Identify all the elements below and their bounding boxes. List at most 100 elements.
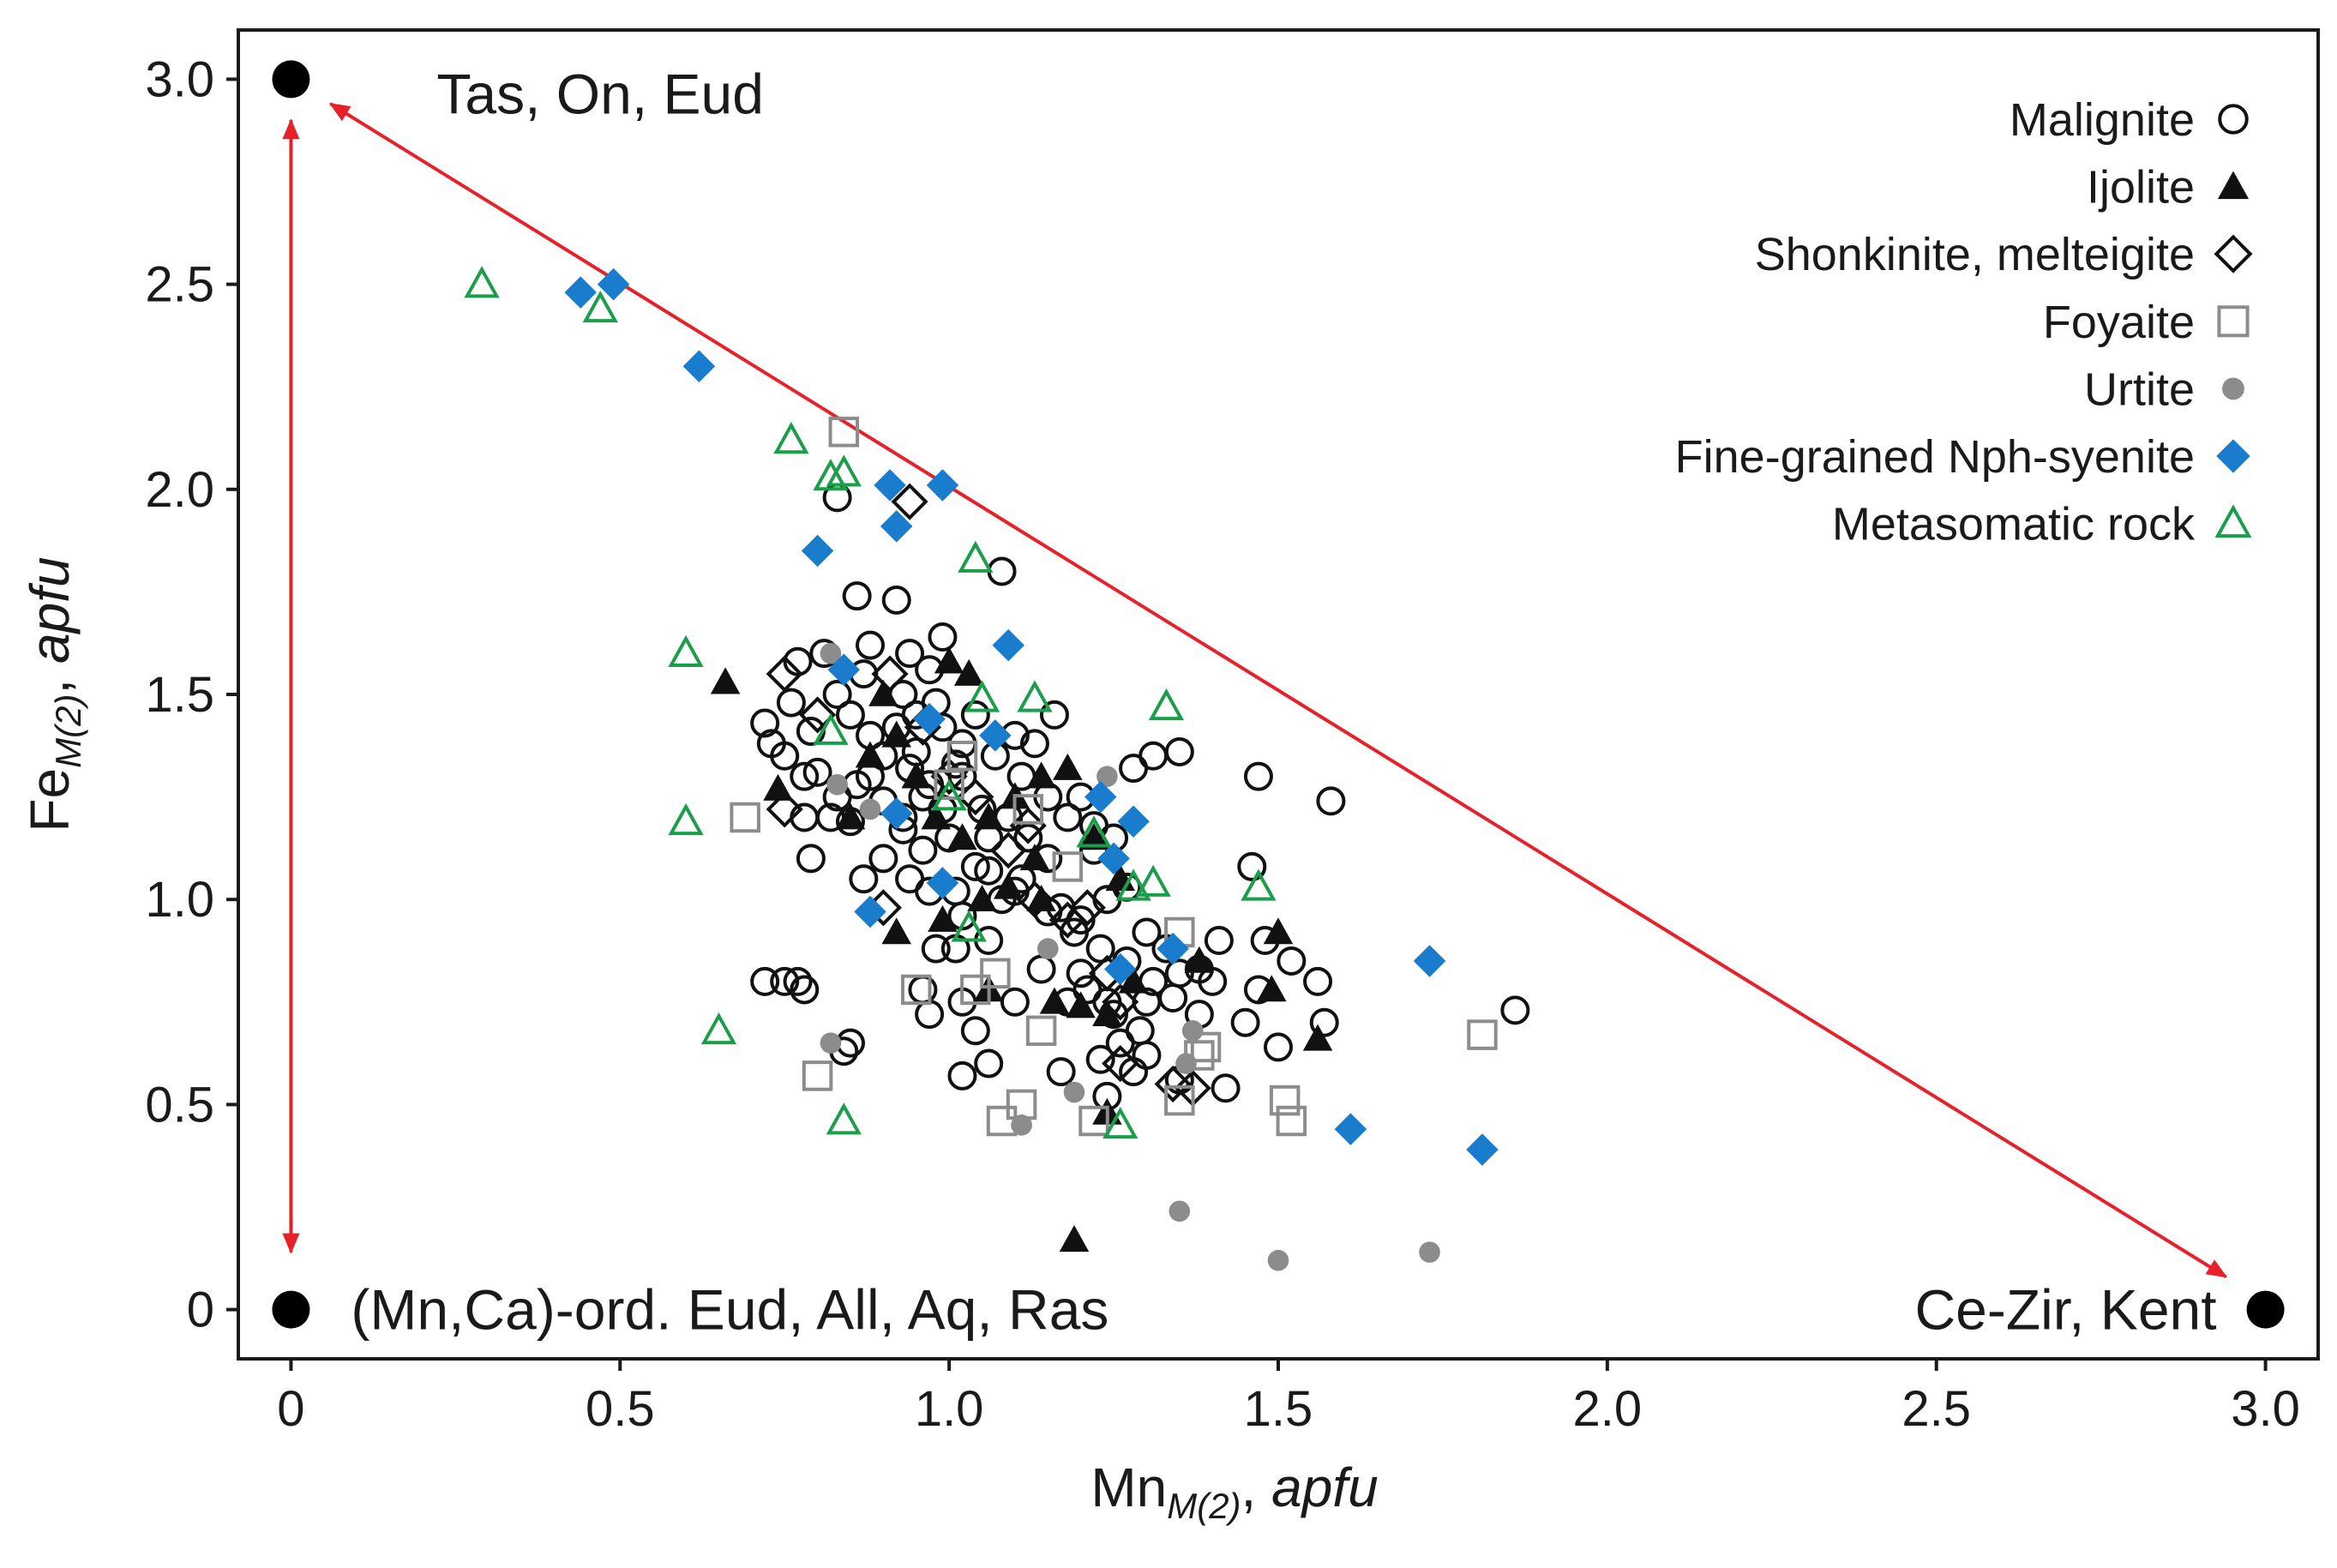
data-point-malignite	[1277, 946, 1307, 976]
data-point-urtite	[826, 773, 848, 796]
data-point-metasomatic-rock	[826, 1102, 862, 1135]
data-point-foyaite	[1078, 1105, 1109, 1137]
data-point-urtite	[1036, 938, 1059, 959]
legend-label: Foyaite	[2043, 297, 2195, 348]
data-point-urtite	[1267, 1249, 1289, 1271]
series-fine-grained-nph-syenite	[564, 267, 1499, 1166]
data-point-foyaite	[980, 958, 1011, 989]
x-tick-label: 2.0	[1573, 1381, 1643, 1437]
data-point-malignite	[895, 864, 925, 894]
data-point-foyaite	[1012, 794, 1044, 825]
data-point-malignite	[802, 757, 832, 787]
data-point-malignite	[940, 749, 970, 779]
data-point-malignite	[835, 1028, 865, 1058]
end-member-dot	[272, 60, 310, 99]
data-point-foyaite	[730, 802, 760, 833]
data-point-ijolite	[1184, 946, 1215, 973]
data-point-ijolite	[901, 761, 932, 789]
data-point-metasomatic-rock	[964, 680, 1000, 712]
data-point-malignite	[750, 708, 780, 738]
data-point-malignite	[842, 581, 872, 611]
x-tick-label: 2.5	[1901, 1381, 1971, 1437]
data-point-malignite	[1039, 700, 1069, 730]
data-point-ijolite	[835, 802, 866, 830]
legend-entry-metasomatic-rock: Metasomatic rock	[1832, 499, 2252, 550]
data-point-malignite	[790, 802, 820, 832]
data-point-ijolite	[1026, 761, 1056, 789]
data-point-shonkinite-melteigite	[1068, 889, 1106, 927]
data-point-ijolite	[868, 679, 898, 706]
data-point-ijolite	[710, 667, 741, 694]
x-tick-label: 0.5	[586, 1381, 655, 1437]
data-point-ijolite	[1257, 975, 1287, 1002]
data-point-foyaite	[1164, 1084, 1195, 1116]
data-point-fine-grained-nph-syenite	[926, 867, 959, 899]
data-point-foyaite	[1190, 1031, 1222, 1063]
y-tick-label: 0	[187, 1283, 214, 1338]
y-tick-label: 2.5	[145, 257, 214, 313]
data-point-fine-grained-nph-syenite	[854, 895, 886, 928]
data-point-ijolite	[953, 658, 984, 686]
data-point-fine-grained-nph-syenite	[880, 510, 913, 543]
data-point-ijolite	[1059, 1225, 1090, 1253]
series-urtite	[820, 642, 1440, 1271]
data-point-shonkinite-melteigite	[891, 483, 928, 520]
y-axis-title: FeM(2), apfu	[19, 556, 88, 832]
data-point-metasomatic-rock	[813, 712, 849, 745]
legend-entry-foyaite: Foyaite	[2043, 297, 2250, 348]
data-point-malignite	[1198, 966, 1228, 996]
data-point-malignite	[1066, 905, 1096, 935]
data-point-malignite	[1164, 958, 1194, 988]
data-point-malignite	[1164, 736, 1194, 766]
data-point-fine-grained-nph-syenite	[564, 276, 597, 309]
legend-label: Urtite	[2084, 363, 2195, 415]
data-point-malignite	[895, 639, 925, 669]
data-point-malignite	[756, 729, 786, 759]
data-point-malignite	[947, 1060, 977, 1090]
data-point-ijolite	[881, 720, 911, 748]
y-axis-title-unit: apfu	[19, 556, 81, 664]
legend-marker	[2214, 234, 2253, 273]
data-point-malignite	[908, 975, 938, 1005]
data-point-fine-grained-nph-syenite	[597, 267, 630, 301]
x-tick-label: 0	[277, 1381, 304, 1437]
data-point-ijolite	[928, 904, 958, 932]
data-point-malignite	[790, 975, 820, 1005]
data-point-metasomatic-rock	[1102, 1106, 1138, 1139]
data-point-metasomatic-rock	[1148, 688, 1185, 721]
data-point-malignite	[868, 844, 898, 874]
legend-marker	[2218, 104, 2249, 135]
data-point-urtite	[1096, 766, 1118, 787]
data-point-malignite	[1309, 1007, 1339, 1037]
legend-label: Fine-grained Nph-syenite	[1675, 431, 2195, 483]
data-point-fine-grained-nph-syenite	[880, 796, 913, 830]
data-point-urtite	[859, 798, 881, 820]
data-point-ijolite	[1078, 823, 1109, 850]
data-point-malignite	[1019, 729, 1049, 759]
data-point-urtite	[1175, 1053, 1197, 1074]
x-tick-label: 1.0	[915, 1381, 984, 1437]
legend-marker	[2222, 377, 2244, 400]
trend-arrow	[328, 102, 2228, 1279]
data-point-ijolite	[947, 823, 977, 850]
data-point-ijolite	[881, 917, 911, 945]
data-point-metasomatic-rock	[668, 634, 704, 667]
data-point-fine-grained-nph-syenite	[874, 469, 906, 502]
data-point-ijolite	[921, 802, 952, 830]
x-axis-title-sub: M(2)	[1167, 1486, 1241, 1526]
data-point-ijolite	[1039, 987, 1070, 1014]
data-point-malignite	[1066, 958, 1096, 988]
data-point-fine-grained-nph-syenite	[827, 653, 861, 687]
y-axis-title-main: Fe	[19, 768, 81, 832]
data-point-malignite	[849, 864, 879, 894]
legend-entry-urtite: Urtite	[2084, 363, 2244, 415]
data-point-metasomatic-rock	[1135, 864, 1171, 897]
data-point-malignite	[1085, 1044, 1115, 1074]
data-point-fine-grained-nph-syenite	[1413, 945, 1446, 977]
data-point-malignite	[974, 856, 1004, 886]
data-point-malignite	[928, 622, 958, 652]
data-point-malignite	[1211, 1073, 1241, 1103]
data-point-malignite	[1053, 802, 1083, 832]
x-axis-title-main: Mn	[1090, 1457, 1167, 1518]
data-point-malignite	[915, 1000, 945, 1030]
